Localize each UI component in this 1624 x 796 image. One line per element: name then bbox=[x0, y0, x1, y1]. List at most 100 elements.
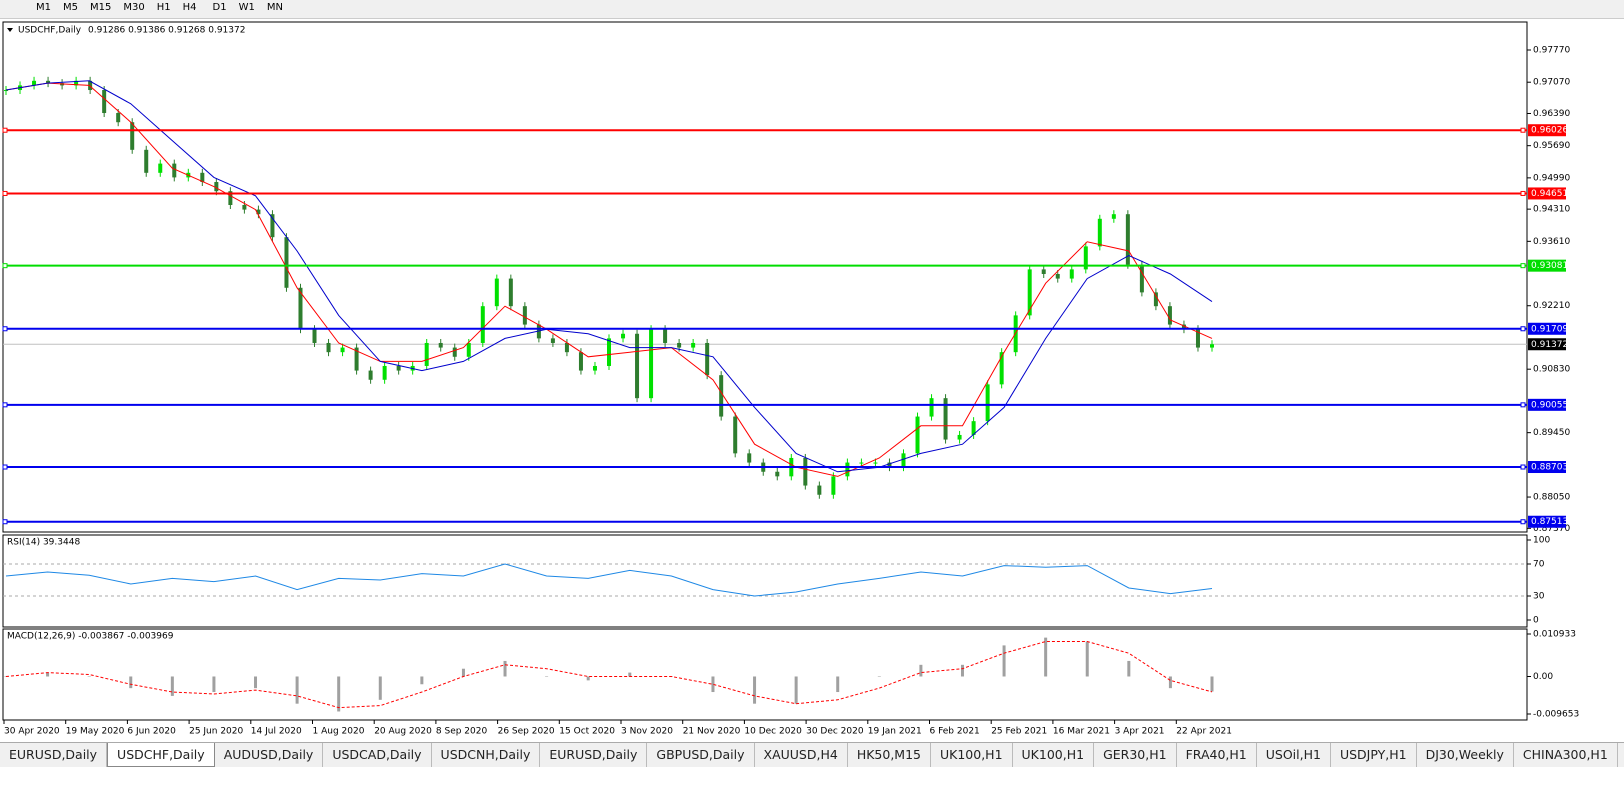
chart-tab[interactable]: DJ30,Weekly bbox=[1417, 743, 1514, 767]
macd-panel bbox=[2, 628, 1528, 721]
level-handle bbox=[2, 464, 8, 470]
chart-tab[interactable]: GER30,H1 bbox=[1094, 743, 1177, 767]
chart-area: USDCHF,Daily 0.91286 0.91386 0.91268 0.9… bbox=[2, 21, 1579, 737]
macd-bar bbox=[753, 676, 757, 704]
chart-tab[interactable]: USDCAD,Daily bbox=[323, 743, 432, 767]
candle bbox=[915, 416, 920, 454]
candle bbox=[424, 342, 429, 366]
x-tick-label: 22 Apr 2021 bbox=[1176, 727, 1232, 737]
macd-bar bbox=[295, 676, 299, 704]
candle bbox=[1069, 269, 1074, 279]
candle bbox=[438, 342, 443, 348]
level-label: 0.96026 bbox=[1531, 126, 1568, 136]
level-handle bbox=[2, 326, 8, 332]
x-tick-label: 25 Jun 2020 bbox=[189, 727, 243, 737]
macd-bar bbox=[711, 676, 715, 693]
candle bbox=[74, 80, 79, 86]
level-label: 0.94651 bbox=[1531, 189, 1568, 199]
x-tick-label: 3 Nov 2020 bbox=[621, 727, 673, 737]
chart-tab[interactable]: AUDUSD,Daily bbox=[215, 743, 324, 767]
candle bbox=[522, 306, 527, 325]
candle bbox=[480, 306, 485, 343]
candle bbox=[242, 205, 247, 210]
candle bbox=[368, 370, 373, 380]
macd-bar bbox=[1002, 645, 1006, 677]
timeframe-button[interactable]: M5 bbox=[63, 2, 78, 13]
candle bbox=[747, 453, 752, 463]
candle bbox=[691, 342, 696, 348]
candle bbox=[32, 80, 37, 86]
candle bbox=[859, 462, 864, 464]
candle bbox=[452, 347, 457, 357]
chart-tab[interactable]: FRA40,H1 bbox=[1177, 743, 1257, 767]
chart-tab[interactable]: USOil,H1 bbox=[1257, 743, 1331, 767]
candle bbox=[270, 214, 275, 238]
timeframe-button[interactable]: W1 bbox=[238, 2, 255, 13]
candle bbox=[607, 338, 611, 366]
chart-tab[interactable]: XAUUSD,H4 bbox=[755, 743, 848, 767]
chart-tab[interactable]: USDCNH,Daily bbox=[432, 743, 541, 767]
candle bbox=[957, 434, 962, 440]
chart-tab[interactable]: USDCHF,Daily bbox=[107, 743, 215, 767]
level-tag bbox=[1528, 322, 1566, 335]
y-tick-label: 0.96390 bbox=[1533, 109, 1570, 119]
macd-bar bbox=[1044, 637, 1048, 677]
macd-bar bbox=[628, 672, 632, 677]
candle bbox=[1097, 218, 1102, 247]
candle bbox=[340, 347, 345, 353]
chart-tab[interactable]: HK50,M15 bbox=[848, 743, 931, 767]
timeframe-button[interactable]: M15 bbox=[90, 2, 112, 13]
x-tick-label: 26 Sep 2020 bbox=[498, 727, 555, 737]
macd-signal bbox=[5, 641, 1213, 709]
chart-tab[interactable]: U bbox=[1618, 743, 1624, 767]
x-tick-label: 10 Dec 2020 bbox=[744, 727, 802, 737]
candle bbox=[298, 287, 303, 330]
timeframe-button[interactable]: D1 bbox=[212, 2, 227, 13]
level-handle bbox=[1520, 326, 1526, 332]
candle bbox=[929, 398, 934, 417]
candle bbox=[1195, 329, 1200, 348]
moving-average bbox=[5, 82, 1213, 477]
level-label: 0.93081 bbox=[1531, 261, 1568, 271]
level-label: 0.91709 bbox=[1531, 324, 1568, 334]
candle bbox=[508, 278, 513, 307]
y-tick-label: 0.92210 bbox=[1533, 301, 1570, 311]
timeframe-button[interactable]: M30 bbox=[123, 2, 145, 13]
x-tick-label: 8 Sep 2020 bbox=[436, 727, 488, 737]
macd-bar bbox=[461, 668, 465, 677]
chart-tab[interactable]: GBPUSD,Daily bbox=[647, 743, 755, 767]
level-handle bbox=[1520, 519, 1526, 525]
y-tick-label: 0.94310 bbox=[1533, 205, 1570, 215]
chart-tab[interactable]: UK100,H1 bbox=[1013, 743, 1095, 767]
candle bbox=[1027, 269, 1032, 316]
level-label: 0.88703 bbox=[1531, 463, 1568, 473]
chart-tab[interactable]: EURUSD,Daily bbox=[540, 743, 648, 767]
timeframe-button[interactable]: H1 bbox=[156, 2, 171, 13]
candle bbox=[985, 384, 990, 422]
chart-tab[interactable]: CHINA300,H1 bbox=[1514, 743, 1618, 767]
level-handle bbox=[2, 190, 8, 196]
candle bbox=[102, 90, 107, 114]
x-tick-label: 14 Jul 2020 bbox=[251, 727, 302, 737]
chart-tab[interactable]: USDJPY,H1 bbox=[1331, 743, 1417, 767]
candle bbox=[88, 80, 93, 91]
macd-bar bbox=[1127, 660, 1131, 677]
timeframe-button[interactable]: M1 bbox=[36, 2, 51, 13]
x-tick-label: 19 Jan 2021 bbox=[868, 727, 922, 737]
timeframe-button[interactable]: MN bbox=[266, 2, 283, 13]
chart-tab[interactable]: UK100,H1 bbox=[931, 743, 1013, 767]
candle bbox=[214, 182, 219, 192]
candle bbox=[621, 333, 626, 339]
candle bbox=[663, 329, 668, 343]
macd-bar bbox=[836, 676, 840, 693]
macd-bar bbox=[503, 660, 507, 677]
macd-bar bbox=[378, 676, 382, 700]
timeframe-button[interactable]: H4 bbox=[182, 2, 197, 13]
quote: 0.91286 0.91386 0.91268 0.91372 bbox=[88, 26, 245, 36]
chart-tab[interactable]: EURUSD,Daily bbox=[0, 743, 108, 767]
candle bbox=[536, 324, 541, 339]
chart-title: USDCHF,Daily bbox=[18, 26, 82, 36]
y-tick-label: 0.010933 bbox=[1533, 630, 1576, 640]
candle bbox=[1181, 324, 1186, 330]
